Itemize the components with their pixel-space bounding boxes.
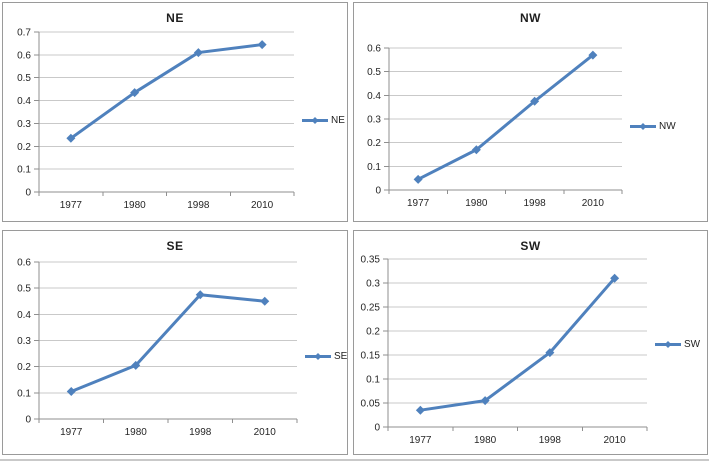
legend: SW <box>655 339 700 350</box>
chart-panel-se: SE 0 0.1 0.2 0.3 0.4 0.5 0.6 1977 1980 1998 2010 S… <box>2 230 348 455</box>
svg-text:2010: 2010 <box>254 427 277 438</box>
svg-text:0.6: 0.6 <box>367 44 381 55</box>
table-bottom-border <box>0 459 709 461</box>
svg-text:1980: 1980 <box>474 435 497 446</box>
svg-text:0.3: 0.3 <box>367 115 381 126</box>
svg-text:0.6: 0.6 <box>17 50 31 61</box>
legend-line-icon <box>655 341 681 348</box>
svg-text:0.3: 0.3 <box>366 279 380 290</box>
svg-text:1980: 1980 <box>124 200 147 211</box>
svg-text:0.2: 0.2 <box>366 327 380 338</box>
svg-text:1980: 1980 <box>465 198 488 209</box>
svg-text:1998: 1998 <box>524 198 547 209</box>
svg-text:2010: 2010 <box>604 435 627 446</box>
svg-text:0.4: 0.4 <box>17 96 31 107</box>
svg-text:1998: 1998 <box>189 427 212 438</box>
svg-text:0.6: 0.6 <box>17 258 31 269</box>
svg-text:0.1: 0.1 <box>366 375 380 386</box>
plot-area: 0 0.1 0.2 0.3 0.4 0.5 0.6 1977 1980 1998 2010 <box>17 258 298 438</box>
legend: NE <box>302 115 345 126</box>
svg-text:1998: 1998 <box>539 435 562 446</box>
chart-panel-nw: NW 0 0.1 0.2 0.3 0.4 0.5 0.6 1977 1980 1998 2010 N… <box>353 2 708 222</box>
chart-title: NW <box>520 11 541 25</box>
svg-text:0.2: 0.2 <box>367 138 381 149</box>
svg-text:0: 0 <box>374 423 380 434</box>
svg-text:2010: 2010 <box>582 198 605 209</box>
svg-text:0.5: 0.5 <box>367 67 381 78</box>
legend: NW <box>630 121 676 132</box>
chart-panel-sw: SW 0 0.05 0.1 0.15 0.2 0.25 0.3 0.35 1977 1980 199… <box>353 230 708 455</box>
legend-line-icon <box>305 353 331 360</box>
svg-text:0.7: 0.7 <box>17 28 31 39</box>
chart-title: NE <box>166 11 184 25</box>
legend: SE <box>305 351 347 362</box>
svg-text:0: 0 <box>375 186 381 197</box>
svg-text:1977: 1977 <box>60 200 83 211</box>
legend-line-icon <box>630 123 656 130</box>
svg-text:0.35: 0.35 <box>361 255 381 266</box>
svg-text:2010: 2010 <box>251 200 274 211</box>
svg-text:0: 0 <box>25 188 31 199</box>
chart-title: SE <box>166 239 184 253</box>
svg-text:0.2: 0.2 <box>17 362 31 373</box>
svg-text:0.1: 0.1 <box>17 388 31 399</box>
svg-text:0.1: 0.1 <box>367 162 381 173</box>
plot-area: 0 0.1 0.2 0.3 0.4 0.5 0.6 1977 1980 1998 2010 <box>367 44 623 209</box>
svg-text:0.4: 0.4 <box>367 91 381 102</box>
svg-text:0.15: 0.15 <box>361 351 381 362</box>
svg-text:0.2: 0.2 <box>17 142 31 153</box>
svg-text:0.1: 0.1 <box>17 165 31 176</box>
legend-label: NW <box>659 121 676 132</box>
svg-text:0.5: 0.5 <box>17 284 31 295</box>
svg-text:1980: 1980 <box>125 427 148 438</box>
svg-text:0.3: 0.3 <box>17 336 31 347</box>
plot-area: 0 0.05 0.1 0.15 0.2 0.25 0.3 0.35 1977 1980 1998 20… <box>361 255 648 446</box>
svg-text:1977: 1977 <box>60 427 83 438</box>
svg-text:0.05: 0.05 <box>361 399 381 410</box>
svg-text:0.3: 0.3 <box>17 119 31 130</box>
svg-text:0.25: 0.25 <box>361 303 381 314</box>
svg-text:0.5: 0.5 <box>17 73 31 84</box>
legend-label: NE <box>331 115 345 126</box>
plot-area: 0 0.1 0.2 0.3 0.4 0.5 0.6 0.7 1977 1980 1998 2010 <box>17 28 295 211</box>
legend-line-icon <box>302 117 328 124</box>
legend-label: SE <box>334 351 348 362</box>
svg-text:0: 0 <box>25 415 31 426</box>
svg-text:0.4: 0.4 <box>17 310 31 321</box>
chart-title: SW <box>520 239 541 253</box>
legend-label: SW <box>684 339 701 350</box>
svg-text:1977: 1977 <box>409 435 432 446</box>
svg-text:1977: 1977 <box>407 198 430 209</box>
svg-text:1998: 1998 <box>187 200 210 211</box>
chart-panel-ne: NE 0 0.1 0.2 0.3 0.4 0.5 0.6 0.7 1977 1980 1998 201… <box>2 2 348 222</box>
